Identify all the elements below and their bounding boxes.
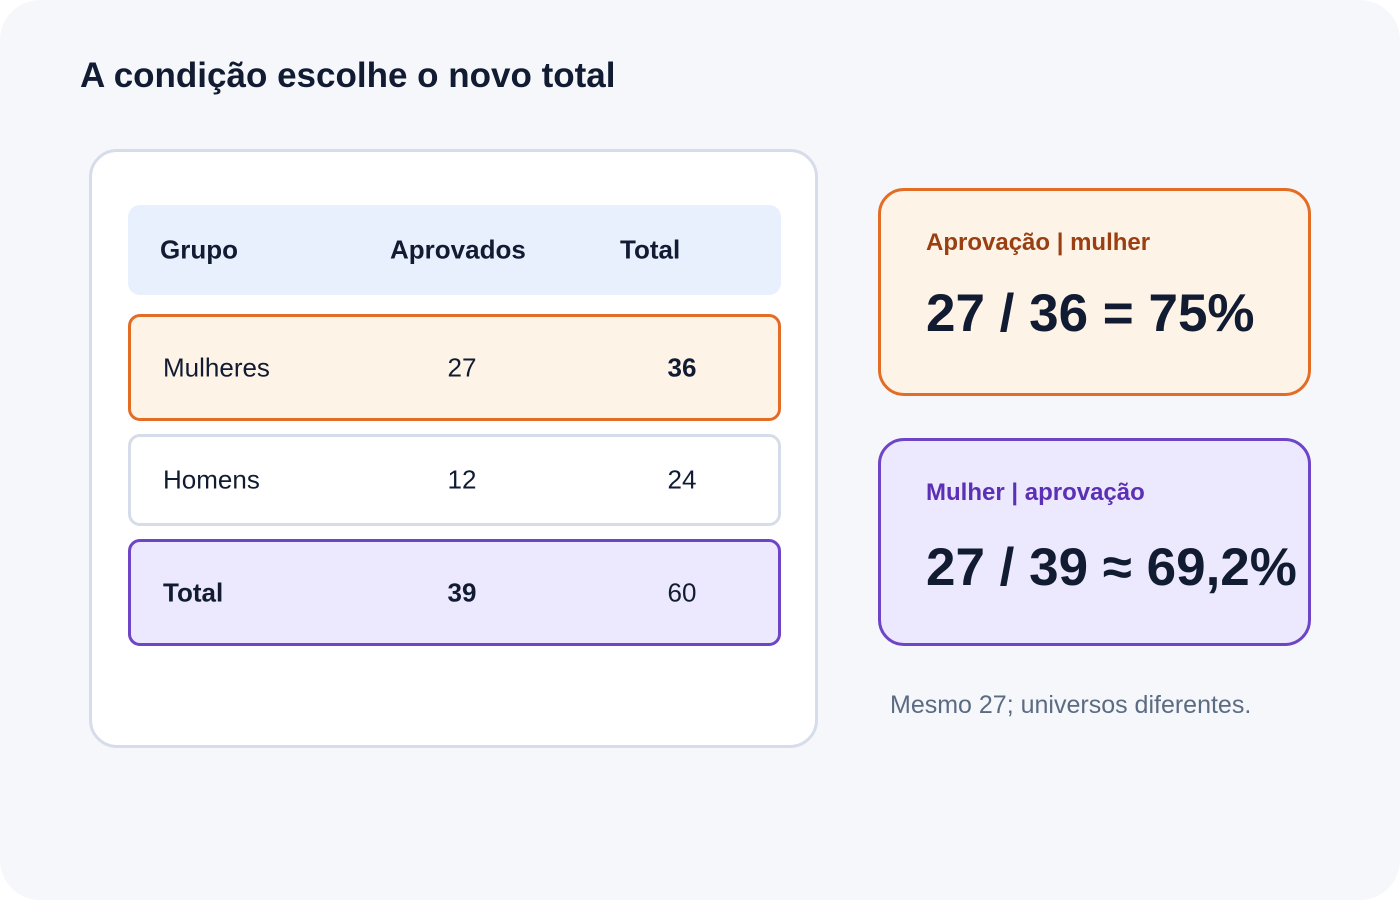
cell-total-men: 24 <box>667 464 697 495</box>
cell-group-women: Mulheres <box>163 352 270 382</box>
table-header-row: Grupo Aprovados Total <box>128 205 781 295</box>
cell-total-total: 60 <box>667 577 697 607</box>
ratio-card-woman-given-approval: Mulher | aprovação 27 / 39 ≈ 69,2% <box>878 438 1311 646</box>
cell-group-total: Total <box>163 577 224 607</box>
table-row-men: Homens 12 24 <box>128 434 781 526</box>
ratio-formula: 27 / 36 = 75% <box>926 284 1255 343</box>
cell-group-men: Homens <box>163 464 260 495</box>
header-total: Total <box>620 234 681 265</box>
ratio-formula: 27 / 39 ≈ 69,2% <box>926 538 1297 597</box>
cell-approved-women: 27 <box>447 352 477 382</box>
footnote: Mesmo 27; universos diferentes. <box>890 691 1252 719</box>
ratio-label: Mulher | aprovação <box>926 479 1145 506</box>
ratio-card-approval-given-woman: Aprovação | mulher 27 / 36 = 75% <box>878 188 1311 396</box>
table-row-women: Mulheres 27 36 <box>128 314 781 421</box>
header-approved: Aprovados <box>390 234 526 265</box>
header-group: Grupo <box>160 234 238 265</box>
table-row-total: Total 39 60 <box>128 539 781 646</box>
cell-approved-total: 39 <box>447 577 477 607</box>
ratio-label: Aprovação | mulher <box>926 229 1151 256</box>
cell-total-women: 36 <box>667 352 697 382</box>
cell-approved-men: 12 <box>447 464 477 495</box>
page-title: A condição escolhe o novo total <box>80 56 616 95</box>
